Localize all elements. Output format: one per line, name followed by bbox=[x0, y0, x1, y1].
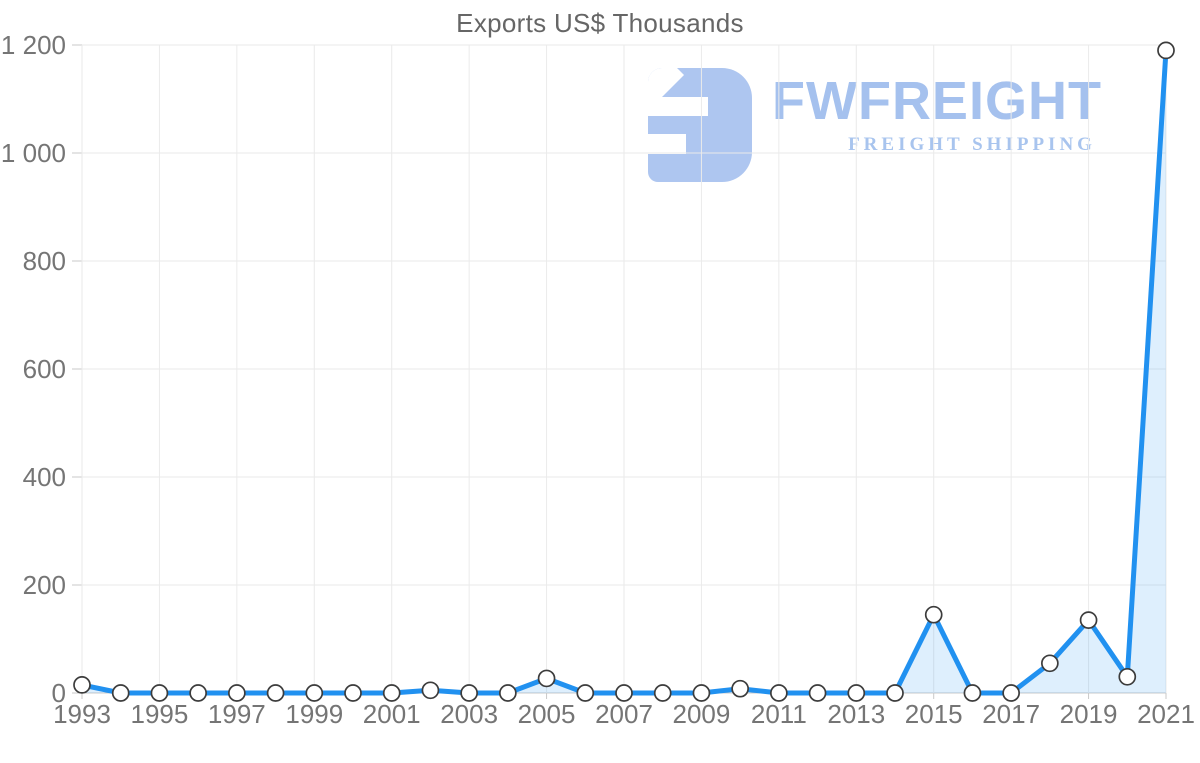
xtick-label: 2009 bbox=[673, 699, 731, 729]
watermark: FWFREIGHT FREIGHT SHIPPING bbox=[648, 68, 1102, 182]
chart-title: Exports US$ Thousands bbox=[456, 8, 744, 38]
data-point: 2015: 145 bbox=[924, 605, 943, 624]
xtick-label: 2007 bbox=[595, 699, 653, 729]
xtick-label: 2017 bbox=[982, 699, 1040, 729]
ytick-label: 1 000 bbox=[1, 138, 66, 168]
data-point: 1994: 0 bbox=[111, 684, 130, 702]
logo-notch-top bbox=[648, 97, 708, 116]
data-point: 2012: 0 bbox=[808, 684, 827, 702]
data-point: 1993: 15 bbox=[73, 676, 91, 694]
watermark-text: FWFREIGHT FREIGHT SHIPPING bbox=[772, 68, 1102, 156]
fwfreight-logo-icon bbox=[648, 68, 752, 182]
xtick-label: 1997 bbox=[208, 699, 266, 729]
data-point: 1995: 0 bbox=[150, 684, 169, 702]
watermark-tagline: FREIGHT SHIPPING bbox=[848, 134, 1096, 155]
data-point: 1999: 0 bbox=[305, 684, 324, 702]
xtick-label: 1993 bbox=[53, 699, 111, 729]
data-point: 2018: 55 bbox=[1041, 654, 1059, 673]
data-point: 2011: 0 bbox=[770, 684, 788, 702]
xtick-label: 2003 bbox=[440, 699, 498, 729]
ytick-label: 800 bbox=[23, 246, 66, 276]
data-point: 2016: 0 bbox=[963, 684, 982, 702]
data-point: 2021: 1190 bbox=[1157, 41, 1175, 60]
data-point: 2003: 0 bbox=[460, 684, 478, 702]
ytick-label: 200 bbox=[23, 570, 66, 600]
data-point: 2005: 27 bbox=[537, 669, 556, 688]
data-point: 2020: 30 bbox=[1118, 667, 1137, 686]
ytick-label: 0 bbox=[52, 678, 66, 708]
data-point: 2001: 0 bbox=[382, 684, 401, 702]
data-point: 2007: 0 bbox=[615, 684, 633, 702]
data-point: 2010: 8 bbox=[731, 679, 749, 698]
data-point: 2006: 0 bbox=[576, 684, 595, 702]
data-point: 1998: 0 bbox=[266, 684, 285, 702]
ytick-label: 400 bbox=[23, 462, 66, 492]
logo-notch-bottom bbox=[648, 134, 686, 154]
ytick-label: 1 200 bbox=[1, 30, 66, 60]
xtick-label: 2019 bbox=[1060, 699, 1118, 729]
xtick-label: 2015 bbox=[905, 699, 963, 729]
data-point: 2014: 0 bbox=[886, 684, 904, 702]
data-point: 2000: 0 bbox=[344, 684, 362, 702]
data-point: 2013: 0 bbox=[847, 684, 866, 702]
data-point: 1996: 0 bbox=[189, 684, 207, 702]
data-point: 2009: 0 bbox=[692, 684, 711, 702]
xtick-label: 2011 bbox=[751, 699, 807, 729]
xtick-label: 2001 bbox=[363, 699, 421, 729]
ytick-label: 600 bbox=[23, 354, 66, 384]
xtick-label: 2021 bbox=[1137, 699, 1195, 729]
data-point: 2008: 0 bbox=[653, 684, 672, 702]
xtick-label: 2013 bbox=[827, 699, 885, 729]
watermark-brand: FWFREIGHT bbox=[772, 71, 1102, 131]
xtick-label: 1995 bbox=[131, 699, 189, 729]
data-point: 2019: 135 bbox=[1079, 611, 1098, 629]
data-point: 1997: 0 bbox=[228, 684, 246, 702]
xtick-label: 2005 bbox=[518, 699, 576, 729]
xtick-label: 1999 bbox=[285, 699, 343, 729]
data-point: 2002: 5 bbox=[421, 681, 440, 700]
data-point: 2017: 0 bbox=[1002, 684, 1020, 702]
